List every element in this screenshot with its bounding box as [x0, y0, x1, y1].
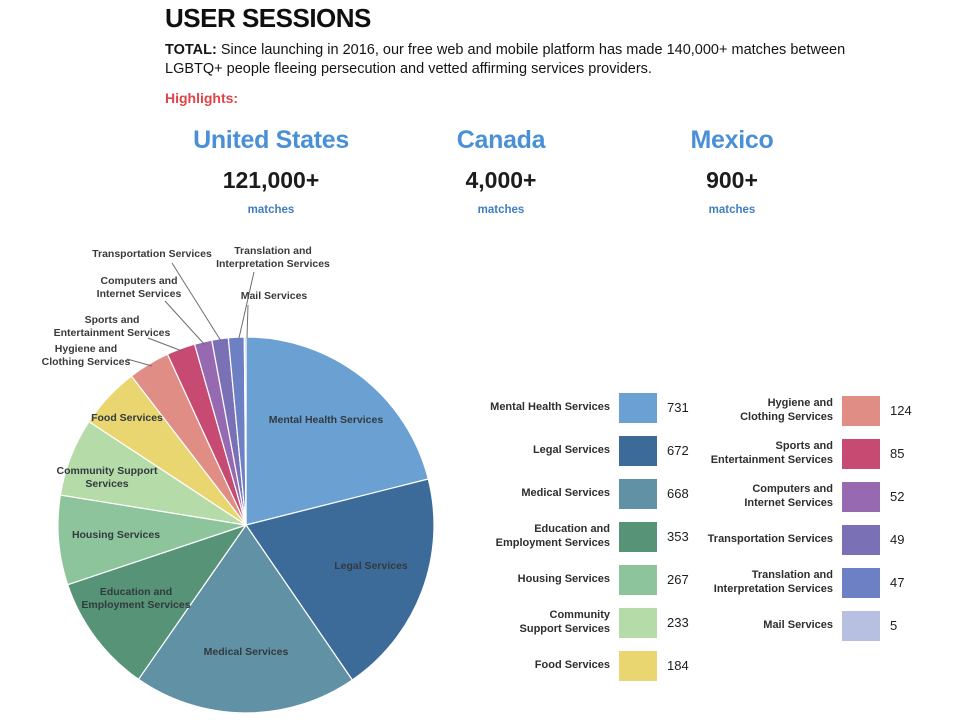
pie-slice-mail-services: [243, 336, 247, 526]
legend-value: 233: [667, 615, 689, 630]
legend-value: 267: [667, 572, 689, 587]
legend-label: Food Services: [534, 658, 610, 671]
legend-item-mental-health-services: Mental Health Services 731: [465, 386, 709, 429]
legend-item-housing-services: Housing Services 267: [465, 558, 709, 601]
legend-value: 85: [890, 446, 905, 461]
legend-value: 668: [667, 486, 689, 501]
country-name: Canada: [456, 126, 546, 154]
legend-value: 49: [890, 532, 905, 547]
page-title: USER SESSIONS: [165, 3, 371, 33]
pie-callout-line-translation-and-interpretation-services: [238, 271, 255, 339]
legend-value: 672: [667, 443, 689, 458]
legend-item-translation-and-interpretation-services: Translation and Interpretation Services 47: [693, 561, 932, 604]
legend-value: 184: [667, 658, 689, 673]
legend-swatch: [619, 392, 657, 423]
total-label: TOTAL:: [165, 42, 217, 58]
legend-label: Legal Services: [532, 443, 610, 456]
pie-slice-label-housing-services: Housing Services: [72, 529, 160, 541]
legend-swatch: [619, 521, 657, 552]
legend-item-sports-and-entertainment-services: Sports and Entertainment Services 85: [693, 432, 932, 475]
legend-swatch: [619, 478, 657, 509]
legend-label: Community Support Services: [519, 609, 610, 635]
legend-value: 731: [667, 400, 689, 415]
pie-callout-label-transportation-services: Transportation Services: [92, 248, 212, 260]
legend-value: 47: [890, 575, 905, 590]
pie-callout-label-hygiene-and-clothing-services: Hygiene and Clothing Services: [42, 343, 131, 368]
country-stat-canada: Canada 4,000+ matches: [457, 126, 546, 216]
pie-callout-label-computers-and-internet-services: Computers and Internet Services: [97, 275, 182, 300]
legend-label: Mental Health Services: [490, 400, 610, 413]
legend-label: Computers and Internet Services: [744, 483, 833, 509]
pie-slice-label-medical-services: Medical Services: [204, 646, 289, 658]
country-stat-mexico: Mexico 900+ matches: [691, 126, 774, 216]
pie-chart: Mental Health Services Legal Services Medi…: [42, 245, 435, 714]
pie-callout-label-mail-services: Mail Services: [241, 290, 308, 302]
legend-swatch: [842, 395, 880, 426]
legend-swatch: [842, 481, 880, 512]
pie-slice-label-legal-services: Legal Services: [334, 560, 408, 572]
pie-slice-label-education-and-employment-services: Education and Employment Services: [81, 586, 190, 611]
legend-value: 124: [890, 403, 912, 418]
legend-label: Hygiene and Clothing Services: [740, 397, 833, 423]
pie-slice-mental-health-services: [245, 336, 429, 526]
country-unit: matches: [247, 204, 295, 216]
pie-callout-line-computers-and-internet-services: [164, 300, 206, 346]
country-stat-united-states: United States 121,000+ matches: [193, 126, 349, 216]
country-name: United States: [193, 126, 349, 154]
pie-callout-line-sports-and-entertainment-services: [147, 337, 183, 352]
pie-slice-legal-services: [245, 478, 435, 681]
pie-callout-line-hygiene-and-clothing-services: [126, 358, 153, 367]
pie-slice-medical-services: [137, 524, 353, 714]
legend-label: Translation and Interpretation Services: [713, 569, 833, 595]
highlights-label: Highlights:: [165, 90, 239, 106]
legend-left-column: Mental Health Services 731 Legal Services 6…: [465, 386, 709, 687]
country-value: 121,000+: [222, 167, 320, 193]
pie-slice-label-community-support-services: Community Support Services: [57, 465, 158, 490]
legend-label: Transportation Services: [707, 532, 833, 545]
legend-item-education-and-employment-services: Education and Employment Services 353: [465, 515, 709, 558]
pie-slice-label-mental-health-services: Mental Health Services: [269, 414, 384, 426]
pie-callout-label-sports-and-entertainment-services: Sports and Entertainment Services: [54, 314, 171, 339]
country-unit: matches: [708, 204, 756, 216]
legend-item-medical-services: Medical Services 668: [465, 472, 709, 515]
pie-callout-line-transportation-services: [171, 262, 222, 342]
total-paragraph: TOTAL: Since launching in 2016, our free…: [165, 41, 865, 79]
legend-value: 353: [667, 529, 689, 544]
legend-label: Medical Services: [521, 486, 610, 499]
legend-label: Sports and Entertainment Services: [710, 440, 833, 466]
legend-item-community-support-services: Community Support Services 233: [465, 601, 709, 644]
legend-value: 52: [890, 489, 905, 504]
pie-slice-education-and-employment-services: [67, 524, 247, 680]
legend-swatch: [619, 607, 657, 638]
country-name: Mexico: [690, 126, 774, 154]
legend-label: Housing Services: [517, 572, 610, 585]
legend-label: Education and Employment Services: [495, 523, 610, 549]
country-unit: matches: [477, 204, 525, 216]
pie-callout-line-mail-services: [246, 304, 249, 339]
legend-swatch: [842, 524, 880, 555]
pie-callout-label-translation-and-interpretation-services: Translation and Interpretation Services: [216, 245, 330, 270]
legend-swatch: [842, 438, 880, 469]
legend-value: 5: [890, 618, 898, 633]
legend-item-transportation-services: Transportation Services 49: [693, 518, 932, 561]
legend-swatch: [619, 650, 657, 681]
legend-swatch: [619, 564, 657, 595]
legend-item-computers-and-internet-services: Computers and Internet Services 52: [693, 475, 932, 518]
total-text: Since launching in 2016, our free web an…: [165, 42, 846, 77]
country-value: 4,000+: [465, 167, 537, 193]
legend-item-mail-services: Mail Services 5: [693, 604, 932, 647]
legend-swatch: [842, 610, 880, 641]
legend-label: Mail Services: [763, 618, 833, 631]
legend-swatch: [619, 435, 657, 466]
legend-swatch: [842, 567, 880, 598]
legend-item-food-services: Food Services 184: [465, 644, 709, 687]
legend-right-column: Hygiene and Clothing Services 124 Sports an…: [693, 389, 932, 647]
pie-slice-label-food-services: Food Services: [91, 412, 163, 424]
legend-item-legal-services: Legal Services 672: [465, 429, 709, 472]
country-value: 900+: [706, 167, 758, 193]
legend-item-hygiene-and-clothing-services: Hygiene and Clothing Services 124: [693, 389, 932, 432]
